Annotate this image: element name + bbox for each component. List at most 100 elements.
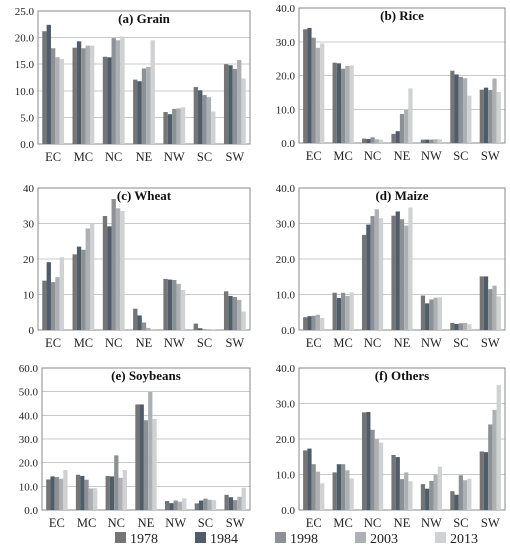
bar-nc-2013 xyxy=(120,36,125,145)
bar-mc-1998 xyxy=(84,479,89,510)
bar-nc-1978 xyxy=(102,216,108,330)
bar-nc-2003 xyxy=(118,477,123,510)
bar-sc-2003 xyxy=(462,480,468,510)
bar-nc-1998 xyxy=(114,455,119,510)
x-tick-label: NE xyxy=(136,336,153,350)
bar-nw-1998 xyxy=(429,480,434,510)
bar-nc-1978 xyxy=(102,56,108,144)
legend-swatch xyxy=(355,532,366,543)
x-tick-label: NW xyxy=(165,516,186,530)
bar-ne-2003 xyxy=(146,66,151,144)
bar-nc-1998 xyxy=(370,216,375,330)
bar-mc-2013 xyxy=(89,45,95,144)
panel-title: (b) Rice xyxy=(380,8,424,23)
bar-sc-1998 xyxy=(458,475,463,510)
bar-sc-1998 xyxy=(202,329,207,330)
x-tick-label: NC xyxy=(364,149,381,163)
x-tick-label: MC xyxy=(74,150,93,164)
bar-mc-1984 xyxy=(76,41,82,144)
x-tick-label: EC xyxy=(45,336,61,350)
bar-ne-1998 xyxy=(141,68,147,144)
bar-nw-1978 xyxy=(163,112,168,144)
bar-sc-1978 xyxy=(450,322,455,330)
bar-mc-1998 xyxy=(341,68,346,143)
bar-sw-1998 xyxy=(488,424,493,510)
legend-swatch xyxy=(115,532,126,543)
y-tick-label: 0.0 xyxy=(281,325,295,337)
x-tick-label: SW xyxy=(481,516,500,530)
bar-nw-2013 xyxy=(182,498,187,510)
y-tick-label: 25.0 xyxy=(15,6,35,18)
bar-sc-1998 xyxy=(202,95,207,144)
y-tick-label: 15.0 xyxy=(15,59,35,71)
bar-sw-1978 xyxy=(479,276,484,330)
bar-sw-1998 xyxy=(232,296,238,330)
bar-nw-1998 xyxy=(429,299,434,330)
bar-nw-2003 xyxy=(177,501,183,510)
bar-mc-1978 xyxy=(332,62,337,143)
bar-ec-1984 xyxy=(46,262,51,330)
bar-ec-2013 xyxy=(320,483,325,510)
bar-ec-1984 xyxy=(307,316,312,330)
bar-mc-2013 xyxy=(349,292,354,330)
y-tick-label: 0.0 xyxy=(24,505,38,517)
legend-item-1998: 1998 xyxy=(275,532,318,547)
y-tick-label: 10.0 xyxy=(276,104,296,116)
bar-sw-1984 xyxy=(483,87,489,143)
bar-ec-2003 xyxy=(55,57,60,145)
panel-others: 0.0 10.0 20.0 30.0 40.0 EC MC NC NE NW SC SW (f) Oth… xyxy=(276,363,506,530)
y-tick-label: 10 xyxy=(23,290,35,302)
y-tick-label: 5.0 xyxy=(20,112,34,124)
bar-sw-2003 xyxy=(237,496,242,510)
bar-sw-2013 xyxy=(241,78,246,144)
x-tick-label: MC xyxy=(333,149,352,163)
bar-ne-1978 xyxy=(391,215,396,330)
bar-mc-1984 xyxy=(336,464,342,510)
bar-sw-2003 xyxy=(237,299,242,330)
bar-nc-1984 xyxy=(107,226,112,330)
panel-rice: 0.0 10.0 20.0 30.0 40.0 EC MC NC NE NW SC SW (b) Ric… xyxy=(276,3,506,163)
x-tick-label: SC xyxy=(198,516,213,530)
y-tick-label: 40.0 xyxy=(276,183,296,195)
bar-nc-2013 xyxy=(378,442,384,510)
bar-sc-2013 xyxy=(467,95,472,143)
bar-sc-1978 xyxy=(193,87,199,144)
bar-sw-1978 xyxy=(479,89,484,143)
bar-mc-2003 xyxy=(85,228,90,330)
bar-sc-1984 xyxy=(454,74,459,143)
bar-nw-2003 xyxy=(176,283,181,330)
bar-nc-2003 xyxy=(374,139,379,143)
bar-ne-1984 xyxy=(139,404,144,510)
x-tick-label: SW xyxy=(481,336,500,350)
y-tick-label: 10.0 xyxy=(276,290,296,302)
bar-sw-2013 xyxy=(496,92,501,143)
bar-mc-1984 xyxy=(80,475,85,510)
y-tick-label: 40.0 xyxy=(276,363,296,375)
bar-sw-1984 xyxy=(228,65,233,144)
y-tick-label: 50.0 xyxy=(19,387,39,399)
bar-ec-1984 xyxy=(307,27,312,144)
panel-grain: 0.0 5.0 10.0 15.0 20.0 25.0 EC MC NC NE NW SC SW (a) … xyxy=(15,6,251,164)
x-tick-label: MC xyxy=(333,516,352,530)
bar-sw-2013 xyxy=(241,487,246,510)
bar-sc-1978 xyxy=(193,323,199,330)
y-tick-label: 0.0 xyxy=(20,139,34,151)
bar-ec-2013 xyxy=(59,58,65,144)
x-tick-label: NE xyxy=(394,516,411,530)
legend-swatch xyxy=(195,532,206,543)
legend-item-1984: 1984 xyxy=(195,532,238,547)
bar-sw-1984 xyxy=(483,276,489,330)
bar-ec-2003 xyxy=(315,47,321,144)
bar-sc-1984 xyxy=(198,90,203,144)
bar-nc-2003 xyxy=(374,209,379,330)
panel-title: (a) Grain xyxy=(118,11,170,26)
bar-nw-2003 xyxy=(433,297,438,330)
legend-swatch xyxy=(435,532,446,543)
bar-sw-2013 xyxy=(241,311,246,330)
bar-nw-2013 xyxy=(180,107,186,144)
x-tick-label: NE xyxy=(138,516,155,530)
bar-nc-1998 xyxy=(370,429,375,510)
bar-sw-1978 xyxy=(479,451,484,510)
bar-ec-1984 xyxy=(307,448,312,510)
y-tick-label: 10.0 xyxy=(276,470,296,482)
